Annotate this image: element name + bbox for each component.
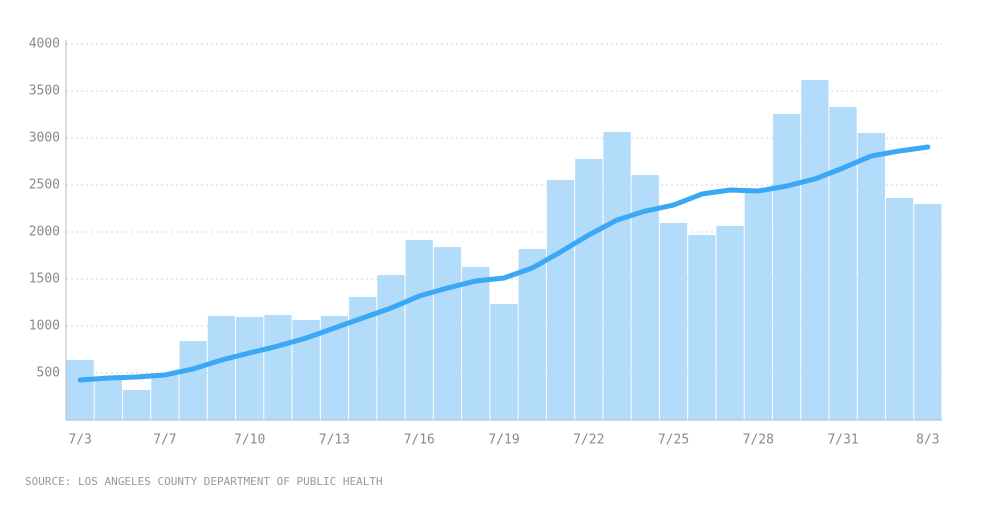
x-tick-label: 7/13 xyxy=(319,433,350,448)
bar xyxy=(264,315,292,420)
bar xyxy=(857,133,885,420)
bar xyxy=(433,247,462,420)
y-tick-label: 1000 xyxy=(29,319,60,334)
bar xyxy=(518,249,546,420)
bar xyxy=(405,239,433,420)
x-tick-label: 7/22 xyxy=(573,433,604,448)
bar xyxy=(490,304,518,420)
x-tick-label: 7/10 xyxy=(234,433,265,448)
bar xyxy=(462,266,490,420)
x-tick-label: 7/19 xyxy=(488,433,519,448)
x-tick-label: 7/25 xyxy=(658,433,689,448)
x-tick-label: 8/3 xyxy=(916,433,939,448)
y-tick-label: 2500 xyxy=(29,178,60,193)
y-tick-label: 4000 xyxy=(29,37,60,52)
bar xyxy=(66,360,94,420)
bar xyxy=(377,274,405,420)
bar xyxy=(123,390,151,420)
bar xyxy=(772,114,801,420)
bar xyxy=(94,377,123,420)
bar xyxy=(546,180,575,420)
y-tick-label: 1500 xyxy=(29,272,60,287)
x-tick-label: 7/3 xyxy=(68,433,91,448)
y-tick-label: 500 xyxy=(37,366,60,381)
y-tick-label: 2000 xyxy=(29,225,60,240)
bar xyxy=(829,106,857,420)
x-tick-label: 7/28 xyxy=(743,433,774,448)
bar xyxy=(914,203,942,420)
bar xyxy=(801,80,829,420)
bar xyxy=(207,316,236,420)
source-note: SOURCE: LOS ANGELES COUNTY DEPARTMENT OF… xyxy=(25,475,383,488)
line xyxy=(77,144,931,383)
bar xyxy=(688,235,716,420)
bar xyxy=(151,374,179,420)
x-tick-label: 7/16 xyxy=(404,433,435,448)
y-tick-label: 3500 xyxy=(29,84,60,99)
bar xyxy=(885,197,914,420)
bar xyxy=(659,222,688,420)
x-tick-label: 7/7 xyxy=(153,433,176,448)
bar xyxy=(603,131,631,420)
bar xyxy=(236,316,264,420)
bar xyxy=(179,341,207,420)
x-tick-label: 7/31 xyxy=(827,433,858,448)
bar xyxy=(744,189,772,420)
y-tick-label: 3000 xyxy=(29,131,60,146)
bar xyxy=(716,225,744,420)
bar xyxy=(575,158,603,420)
